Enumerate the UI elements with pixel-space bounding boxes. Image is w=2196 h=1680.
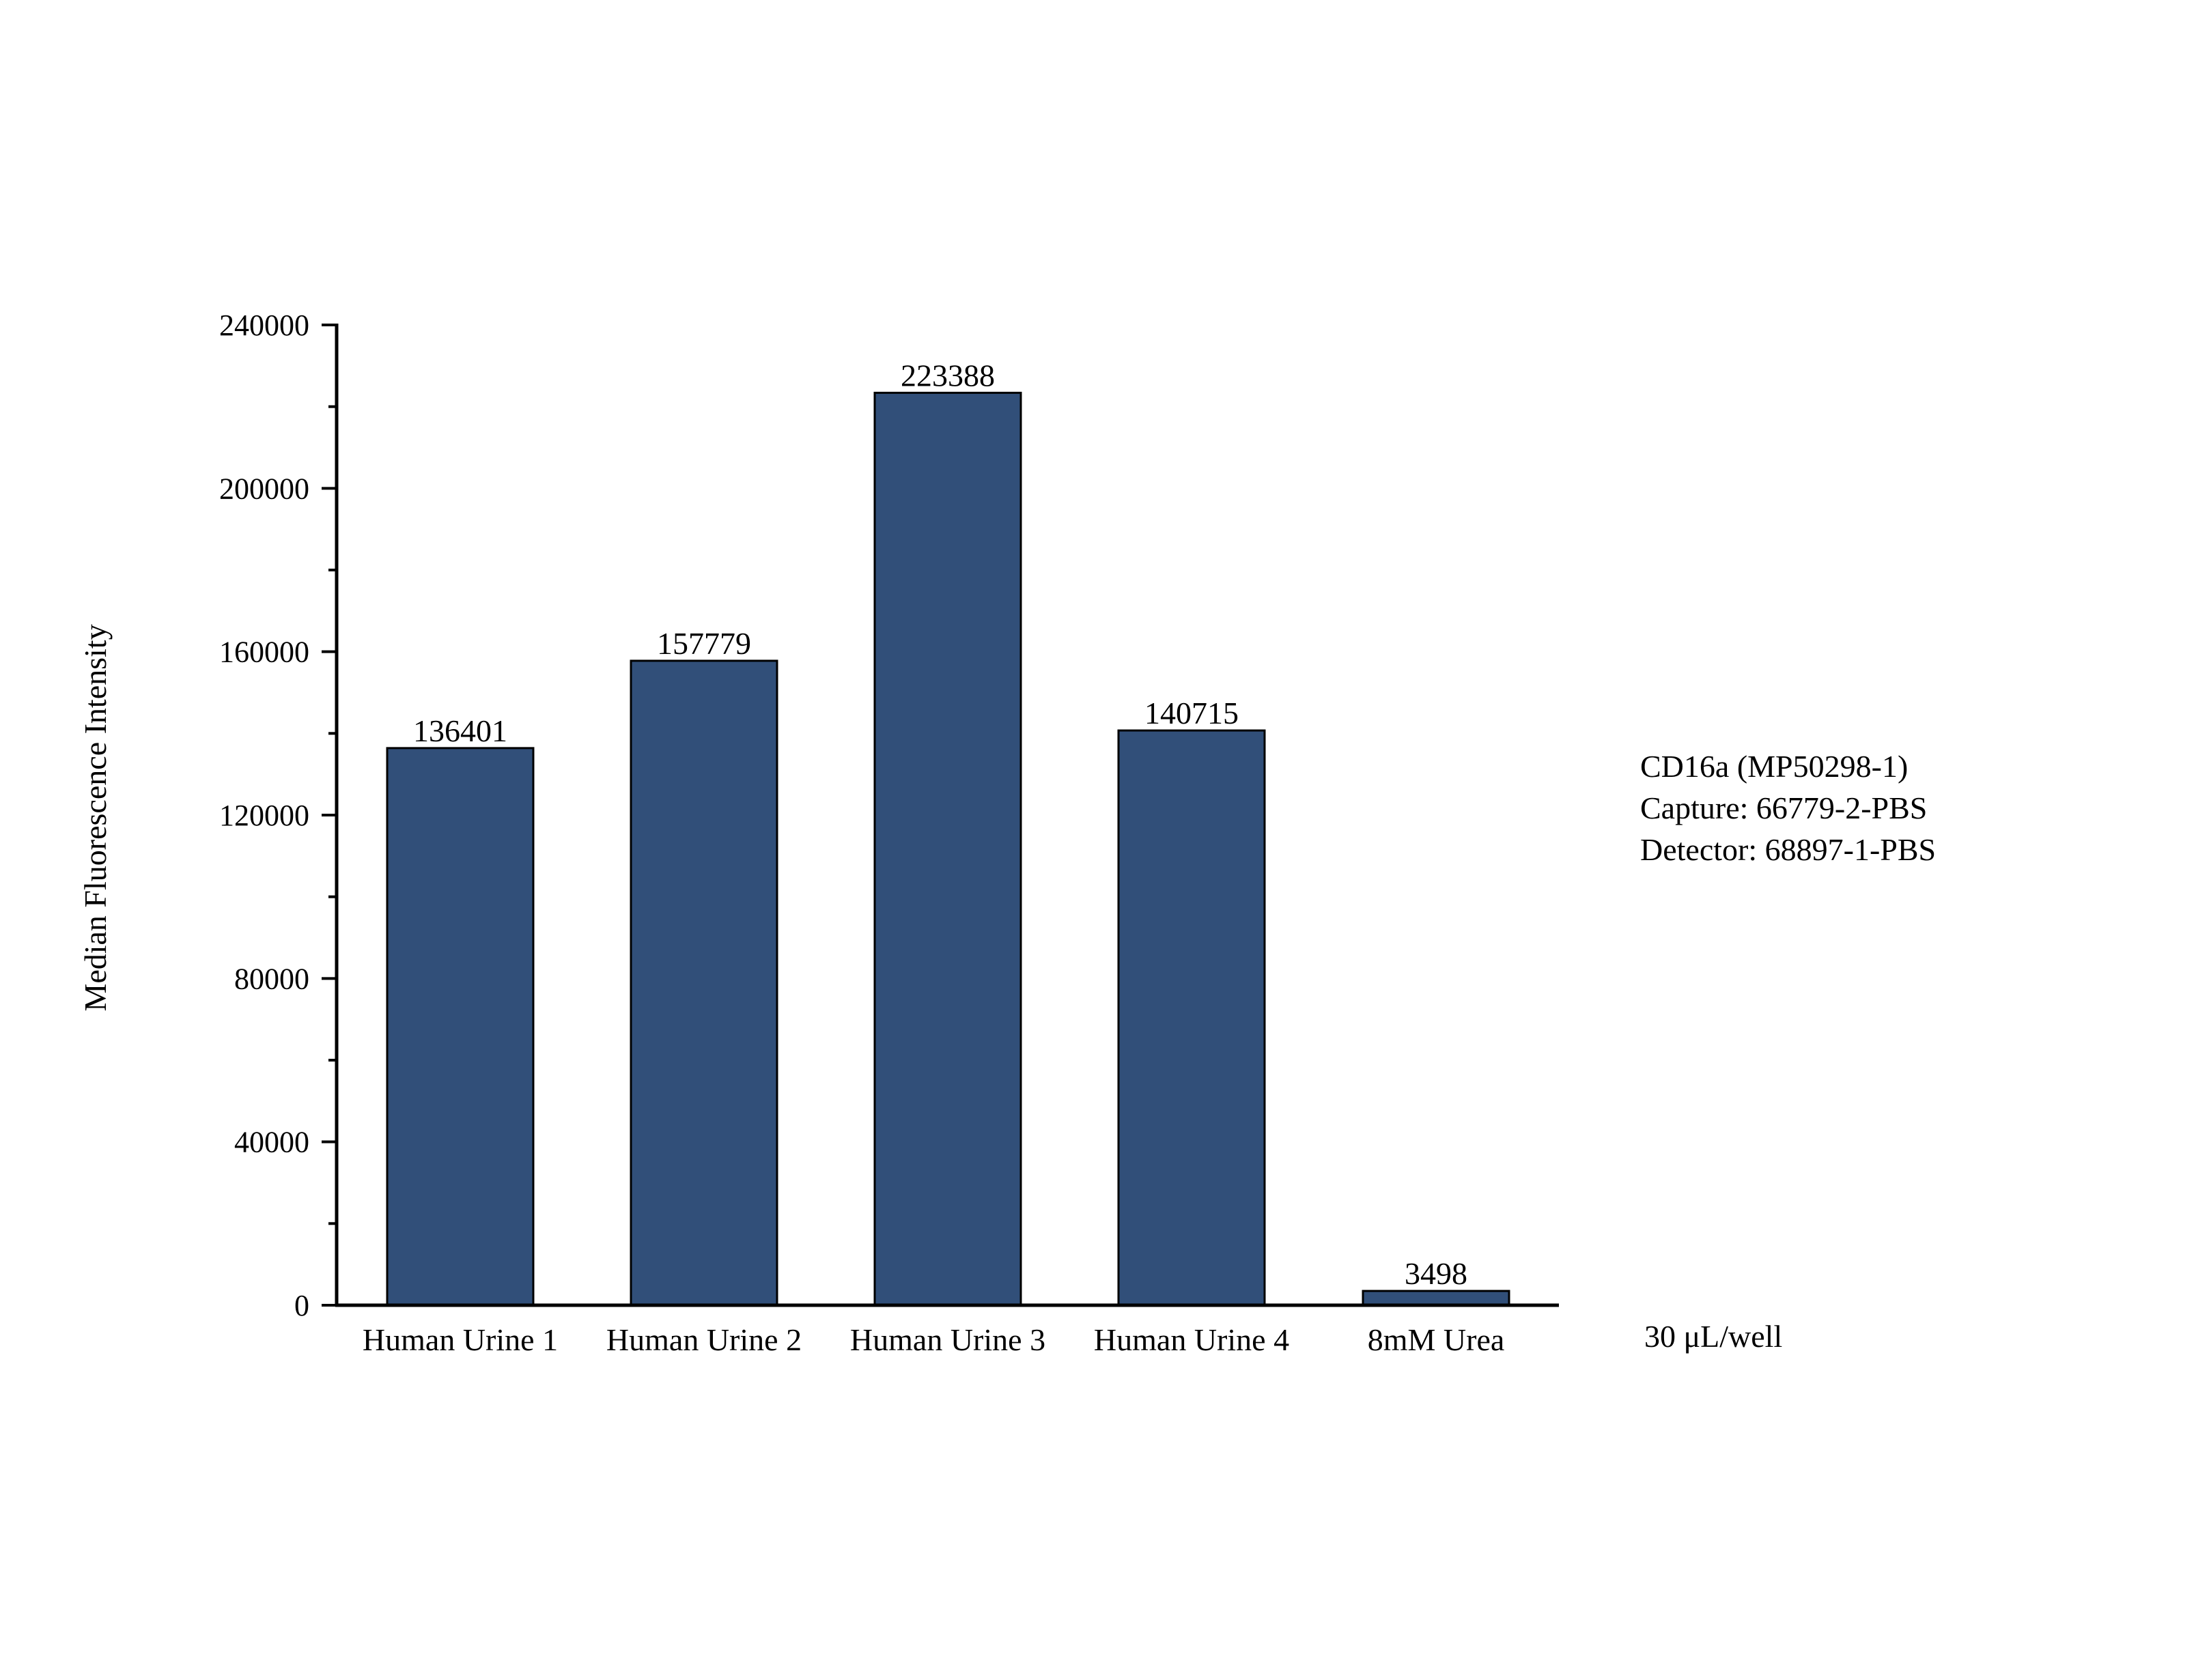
x-tick-label-4: Human Urine 4 bbox=[1094, 1322, 1289, 1357]
y-tick-label-240000: 240000 bbox=[219, 309, 309, 342]
y-ticks-layer: 0 40000 80000 120000 160000 200000 240000 bbox=[219, 309, 337, 1322]
y-tick-label-120000: 120000 bbox=[219, 799, 309, 832]
bar-4 bbox=[1117, 729, 1266, 1307]
y-tick-label-200000: 200000 bbox=[219, 472, 309, 505]
annotation-line-2: Capture: 66779-2-PBS bbox=[1640, 791, 1927, 825]
x-tick-label-5: 8mM Urea bbox=[1368, 1322, 1505, 1357]
bar-value-label-1: 136401 bbox=[413, 713, 507, 748]
bar-value-label-3: 223388 bbox=[901, 358, 995, 393]
y-tick-label-160000: 160000 bbox=[219, 636, 309, 669]
x-tick-label-1: Human Urine 1 bbox=[363, 1322, 558, 1357]
annotation-line-1: CD16a (MP50298-1) bbox=[1640, 749, 1908, 784]
bars-layer bbox=[386, 391, 1510, 1307]
y-tick-label-80000: 80000 bbox=[234, 962, 309, 995]
bar-value-label-2: 157779 bbox=[657, 626, 751, 661]
y-tick-label-40000: 40000 bbox=[234, 1126, 309, 1159]
bar-3 bbox=[873, 391, 1022, 1307]
x-tick-label-2: Human Urine 2 bbox=[606, 1322, 802, 1357]
assay-info-annotation: CD16a (MP50298-1) Capture: 66779-2-PBS D… bbox=[1640, 749, 1936, 867]
annotation-line-3: Detector: 68897-1-PBS bbox=[1640, 832, 1936, 867]
bar-2 bbox=[630, 659, 778, 1307]
volume-annotation: 30 μL/well bbox=[1644, 1319, 1782, 1354]
bar-5 bbox=[1362, 1290, 1510, 1307]
bar-1 bbox=[386, 747, 535, 1307]
x-tick-label-3: Human Urine 3 bbox=[850, 1322, 1045, 1357]
bar-value-label-4: 140715 bbox=[1144, 696, 1239, 730]
x-labels-layer: Human Urine 1 Human Urine 2 Human Urine 3 H… bbox=[363, 1322, 1504, 1357]
bar-value-label-5: 3498 bbox=[1405, 1256, 1467, 1291]
value-labels-layer: 136401 157779 223388 140715 3498 bbox=[413, 358, 1467, 1291]
y-tick-label-0: 0 bbox=[294, 1289, 309, 1322]
y-axis-title: Median Fluorescence Intensity bbox=[78, 624, 113, 1011]
